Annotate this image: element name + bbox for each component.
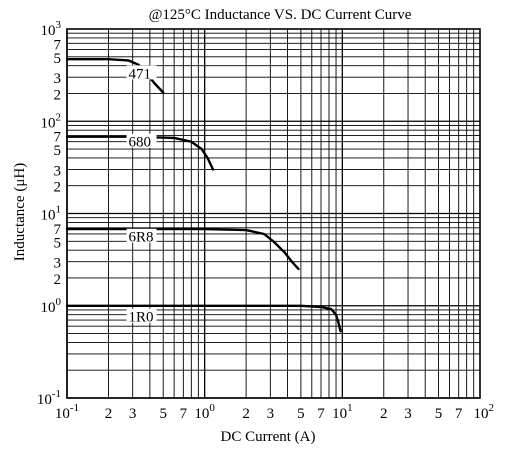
series-label-bg (126, 308, 157, 323)
tick-label: 3 (54, 71, 62, 87)
tick-label-base: 10 (194, 406, 209, 422)
tick-label: 5 (54, 235, 62, 251)
tick-label: 10-1 (37, 388, 61, 408)
series-label: 680 (129, 135, 152, 151)
tick-label: 3 (54, 256, 62, 272)
tick-label-base: 3 (54, 71, 62, 87)
tick-label: 5 (297, 406, 305, 422)
tick-label: 2 (242, 406, 250, 422)
tick-label-base: 5 (54, 235, 62, 251)
tick-label: 7 (317, 406, 325, 422)
tick-label: 3 (404, 406, 412, 422)
tick-label-exponent: 0 (209, 402, 215, 414)
tick-label: 102 (474, 402, 495, 422)
tick-label-base: 2 (54, 87, 62, 103)
series-label-bg (126, 133, 157, 148)
tick-label-base: 3 (54, 163, 62, 179)
series-label-bg (126, 65, 157, 80)
tick-label-base: 5 (159, 406, 167, 422)
grid (66, 28, 481, 399)
tick-label: 103 (41, 19, 62, 39)
tick-label-base: 10 (55, 406, 70, 422)
tick-label-base: 10 (41, 300, 56, 316)
y-axis-label: Inductance (μH) (12, 163, 28, 261)
tick-label: 101 (332, 402, 353, 422)
tick-label-base: 10 (41, 23, 56, 39)
tick-label: 2 (54, 180, 62, 196)
tick-label-base: 7 (317, 406, 325, 422)
tick-label: 10-1 (55, 402, 79, 422)
tick-label-base: 3 (267, 406, 275, 422)
tick-label: 102 (41, 111, 62, 131)
tick-label-exponent: 3 (56, 19, 62, 31)
tick-label: 3 (54, 163, 62, 179)
tick-label: 2 (105, 406, 113, 422)
tick-label: 7 (54, 130, 62, 146)
tick-label-base: 2 (54, 272, 62, 288)
series-line-6r8 (65, 227, 300, 271)
tick-label: 7 (54, 222, 62, 238)
tick-label-base: 2 (242, 406, 250, 422)
tick-label-exponent: -1 (52, 388, 61, 400)
tick-label-base: 5 (435, 406, 443, 422)
tick-label: 7 (54, 37, 62, 53)
tick-label: 3 (129, 406, 137, 422)
tick-label: 7 (180, 406, 188, 422)
tick-label: 7 (455, 406, 463, 422)
series-label: 471 (129, 66, 152, 82)
tick-labels: 10-1 2 3 5 7 100 2 3 5 7 101 2 3 5 7 10210-110023571012… (37, 19, 494, 422)
tick-label-exponent: 1 (347, 402, 353, 414)
tick-label-exponent: 1 (56, 204, 62, 216)
tick-label-base: 10 (41, 115, 56, 131)
tick-label-exponent: 2 (489, 402, 495, 414)
tick-label-base: 3 (54, 256, 62, 272)
tick-label-base: 2 (380, 406, 388, 422)
series-label: 1R0 (129, 310, 154, 326)
tick-label-exponent: 0 (56, 296, 62, 308)
series-line-1r0 (65, 304, 342, 333)
tick-label-base: 5 (54, 51, 62, 67)
tick-label-base: 7 (455, 406, 463, 422)
tick-label-base: 10 (37, 392, 52, 408)
tick-label-base: 7 (54, 130, 62, 146)
series-label: 6R8 (129, 230, 154, 246)
tick-label: 3 (267, 406, 275, 422)
tick-label: 100 (41, 296, 62, 316)
tick-label: 101 (41, 204, 62, 224)
plot-frame (66, 28, 481, 399)
tick-label: 2 (54, 87, 62, 103)
tick-label: 5 (54, 51, 62, 67)
series-line-471 (65, 58, 165, 94)
tick-label-base: 3 (129, 406, 137, 422)
tick-label: 5 (435, 406, 443, 422)
tick-label-base: 7 (180, 406, 188, 422)
tick-label-base: 10 (474, 406, 489, 422)
series-label-bg (126, 228, 157, 243)
series-group: 471 680 6R8 1R0 (65, 58, 342, 333)
chart-title: @125°C Inductance VS. DC Current Curve (149, 7, 412, 23)
tick-label: 5 (159, 406, 167, 422)
tick-label-exponent: 2 (56, 111, 62, 123)
tick-label: 2 (380, 406, 388, 422)
tick-label: 5 (54, 143, 62, 159)
x-axis-label: DC Current (A) (221, 429, 316, 445)
tick-label-base: 5 (54, 143, 62, 159)
tick-label-base: 2 (54, 180, 62, 196)
tick-label-exponent: -1 (70, 402, 79, 414)
tick-label-base: 5 (297, 406, 305, 422)
tick-label-base: 10 (41, 208, 56, 224)
tick-label-base: 7 (54, 222, 62, 238)
tick-label-base: 2 (105, 406, 113, 422)
tick-label-base: 3 (404, 406, 412, 422)
tick-label: 100 (194, 402, 215, 422)
tick-label: 2 (54, 272, 62, 288)
tick-label-base: 7 (54, 37, 62, 53)
tick-label-base: 10 (332, 406, 347, 422)
